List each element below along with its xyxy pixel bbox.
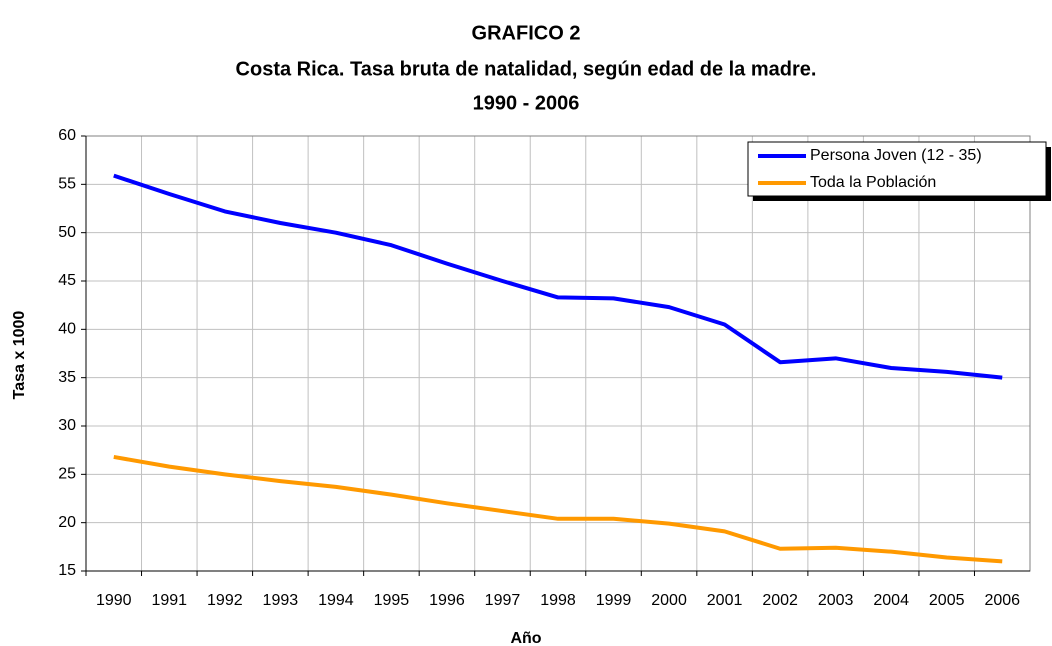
y-tick-label: 60 [58,127,76,144]
legend [747,141,1047,197]
series-line [113,173,1003,380]
y-tick-label: 50 [58,224,76,241]
x-tick-label: 2003 [818,592,854,609]
y-tick-label: 15 [58,562,76,579]
x-tick-label: 1995 [374,592,410,609]
x-tick-label: 1991 [151,592,187,609]
chart-title: GRAFICO 2 [472,22,581,44]
x-tick-label: 2000 [651,592,687,609]
series-line [113,454,1003,564]
chart-period: 1990 - 2006 [473,92,580,114]
x-tick-label: 2005 [929,592,965,609]
plot-border [85,135,1031,572]
chart-subtitle: Costa Rica. Tasa bruta de natalidad, seg… [236,58,817,80]
x-tick-label: 1997 [485,592,521,609]
x-tick-label: 1996 [429,592,465,609]
y-tick-label: 20 [58,514,76,531]
y-axis-title: Tasa x 1000 [11,311,28,400]
x-tick-label: 1992 [207,592,243,609]
x-tick-label: 1999 [596,592,632,609]
x-tick-label: 1998 [540,592,576,609]
y-tick-label: 30 [58,417,76,434]
y-tick-label: 25 [58,466,76,483]
x-tick-label: 2006 [984,592,1020,609]
x-tick-label: 2004 [873,592,909,609]
x-tick-label: 1993 [263,592,299,609]
x-tick-label: 2002 [762,592,798,609]
y-tick-label: 45 [58,272,76,289]
x-tick-label: 1994 [318,592,354,609]
legend-label: Toda la Población [810,174,936,191]
legend-label: Persona Joven (12 - 35) [810,147,982,164]
y-tick-label: 55 [58,176,76,193]
y-tick-label: 40 [58,321,76,338]
x-tick-label: 2001 [707,592,743,609]
y-tick-label: 35 [58,369,76,386]
x-axis-title: Año [510,630,541,646]
x-tick-label: 1990 [96,592,132,609]
